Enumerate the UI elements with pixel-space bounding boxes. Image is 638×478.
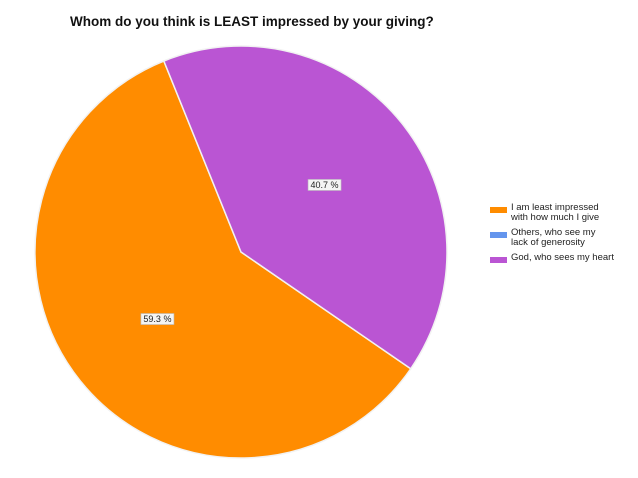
data-label-god: 40.7 % (307, 179, 342, 191)
data-label-text: 59.3 % (143, 314, 171, 324)
legend-swatch-blue (490, 232, 507, 238)
data-label-text: 40.7 % (311, 180, 339, 190)
legend-label: I am least impressed with how much I giv… (511, 202, 600, 223)
data-label-least-impressed: 59.3 % (140, 313, 175, 325)
pie-slice-least-impressed (34, 60, 412, 459)
legend-item-god: God, who sees my heart (490, 253, 614, 263)
legend-label: God, who sees my heart (511, 252, 614, 263)
legend-label: Others, who see my lack of generosity (511, 227, 596, 248)
pie-slice-god (162, 45, 448, 370)
legend-swatch-orange (490, 207, 507, 213)
legend: I am least impressed with how much I giv… (490, 203, 614, 268)
legend-item-least-impressed: I am least impressed with how much I giv… (490, 203, 614, 223)
chart-title: Whom do you think is LEAST impressed by … (70, 14, 434, 29)
legend-swatch-purple (490, 257, 507, 263)
data-label-box (307, 179, 342, 191)
data-label-box (140, 313, 175, 325)
legend-item-others: Others, who see my lack of generosity (490, 228, 614, 248)
